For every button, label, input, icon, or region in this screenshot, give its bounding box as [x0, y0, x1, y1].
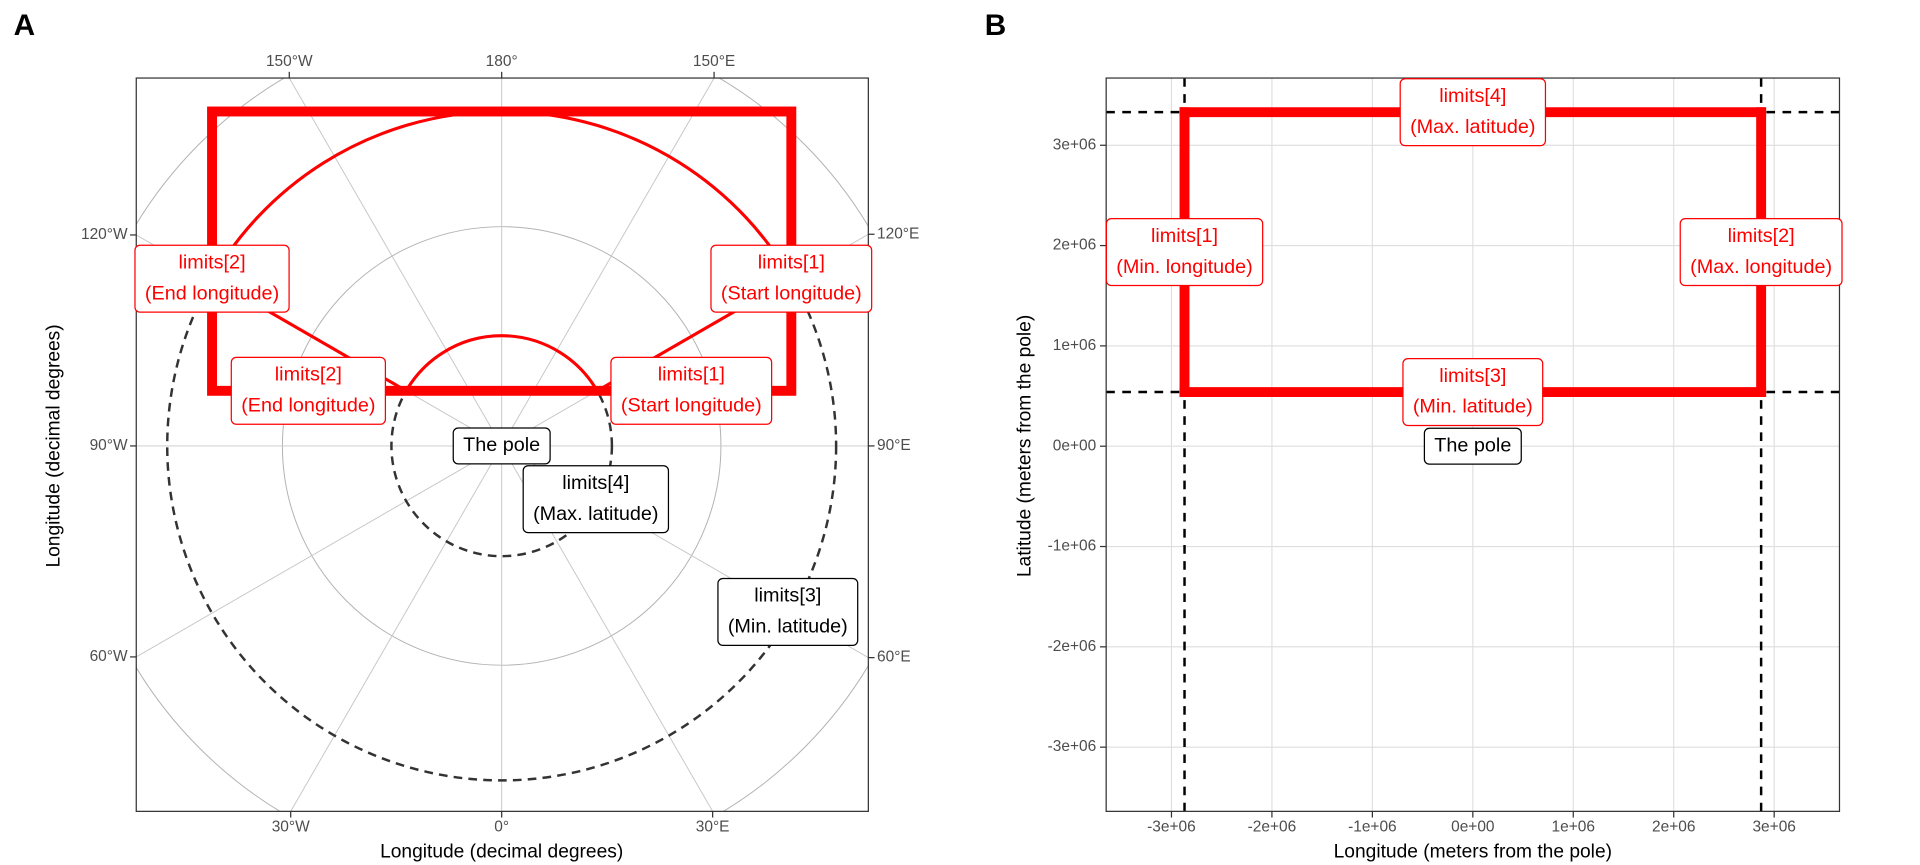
- annotation-box: [452, 427, 551, 465]
- annotation-box: [717, 577, 859, 646]
- tick-label: 150°W: [266, 53, 313, 70]
- y-tick-label: 2e+06: [1053, 237, 1096, 254]
- annotation-box: [1679, 218, 1843, 287]
- y-axis-title: Latitude (meters from the pole): [1015, 315, 1036, 577]
- annotation-text: (Max. latitude): [533, 503, 658, 525]
- y-tick-label: -2e+06: [1048, 638, 1097, 655]
- tick-label: 0°: [494, 819, 509, 836]
- annotation-box: [1105, 218, 1264, 287]
- graticule-meridian: [501, 78, 715, 447]
- tick-label: 150°E: [693, 53, 735, 70]
- annotation: limits[2] (End longitude): [230, 356, 387, 425]
- annotation-box: [610, 356, 773, 425]
- annotation: limits[3] (Min. latitude): [1402, 357, 1544, 427]
- annotation: limits[4] (Max. latitude): [1399, 78, 1547, 147]
- annotation-text: The pole: [463, 434, 540, 456]
- study-area-outline: [209, 109, 794, 393]
- annotation: limits[1] (Start longitude): [710, 244, 873, 313]
- x-axis-title: Longitude (meters from the pole): [1334, 841, 1612, 862]
- tick-label: 120°W: [81, 226, 128, 243]
- annotation: The pole: [452, 427, 551, 465]
- graticule-meridian: [290, 445, 503, 812]
- x-tick-label: 1e+06: [1552, 819, 1595, 836]
- annotation: limits[1] (Min. longitude): [1105, 218, 1264, 287]
- graticule-meridian: [136, 445, 502, 658]
- annotation: limits[4] (Max. latitude): [522, 465, 670, 534]
- annotation-text: limits[3]: [1439, 365, 1506, 387]
- x-tick-label: 3e+06: [1752, 819, 1795, 836]
- panel-border: [1105, 77, 1841, 812]
- x-tick-label: -2e+06: [1248, 819, 1297, 836]
- panel-border: [135, 77, 869, 812]
- tick-label: 30°W: [272, 819, 310, 836]
- annotation-text: (Start longitude): [721, 282, 862, 304]
- annotation-text: (Start longitude): [621, 395, 762, 417]
- graticule-meridian: [288, 78, 503, 447]
- panel-letter: A: [14, 9, 35, 42]
- annotation: limits[2] (End longitude): [134, 244, 290, 313]
- annotation-text: limits[4]: [562, 472, 629, 494]
- x-tick-label: 2e+06: [1652, 819, 1695, 836]
- annotation-box: [1399, 78, 1547, 147]
- tick-label: 30°E: [696, 819, 730, 836]
- annotation-text: (Min. latitude): [728, 616, 848, 638]
- y-tick-label: 1e+06: [1053, 337, 1096, 354]
- y-tick-label: 3e+06: [1053, 136, 1096, 153]
- annotation-text: The pole: [1434, 434, 1511, 456]
- annotation-box: [134, 244, 290, 313]
- annotation-text: limits[1]: [758, 251, 825, 273]
- x-axis-title: Longitude (decimal degrees): [380, 841, 623, 862]
- tick-label: 90°W: [90, 437, 128, 454]
- tick-label: 60°E: [877, 649, 911, 666]
- x-tick-label: -1e+06: [1348, 819, 1397, 836]
- graticule-meridian: [501, 445, 869, 659]
- annotation-text: limits[1]: [658, 364, 725, 386]
- annotation-text: (End longitude): [145, 282, 279, 304]
- annotation: limits[1] (Start longitude): [610, 356, 773, 425]
- annotation-box: [1402, 357, 1544, 427]
- annotation-box: [710, 244, 873, 313]
- annotation-text: limits[1]: [1151, 225, 1218, 247]
- annotation-text: (Max. longitude): [1690, 256, 1832, 278]
- latitude-limit: [390, 334, 614, 558]
- tick-label: 60°W: [90, 648, 128, 665]
- annotation: limits[2] (Max. longitude): [1679, 218, 1843, 287]
- graticule-meridian: [501, 445, 714, 812]
- y-tick-label: -3e+06: [1048, 738, 1097, 755]
- annotation-box: [522, 465, 670, 534]
- tick-label: 90°E: [877, 437, 911, 454]
- x-tick-label: -3e+06: [1147, 819, 1196, 836]
- annotation-box: [230, 356, 387, 425]
- annotation-text: limits[4]: [1439, 85, 1506, 107]
- y-axis-title: Longitude (decimal degrees): [44, 324, 65, 567]
- annotation: The pole: [1423, 427, 1522, 465]
- panel-letter: B: [985, 9, 1006, 42]
- annotation-text: (Min. latitude): [1413, 396, 1533, 418]
- x-tick-label: 0e+00: [1451, 819, 1494, 836]
- annotation-text: limits[2]: [178, 251, 245, 273]
- y-tick-label: 0e+00: [1053, 437, 1096, 454]
- latitude-limit: [165, 110, 838, 782]
- tick-label: 180°: [486, 53, 518, 70]
- annotation-text: limits[3]: [754, 585, 821, 607]
- annotation-text: (Min. longitude): [1116, 256, 1252, 278]
- tick-label: 120°E: [877, 225, 919, 242]
- annotation: limits[3] (Min. latitude): [717, 577, 859, 646]
- annotation-text: (End longitude): [241, 395, 375, 417]
- annotation-text: (Max. latitude): [1410, 116, 1535, 138]
- annotation-text: limits[2]: [275, 364, 342, 386]
- annotation-text: limits[2]: [1728, 225, 1795, 247]
- y-tick-label: -1e+06: [1048, 538, 1097, 555]
- annotation-box: [1423, 427, 1522, 465]
